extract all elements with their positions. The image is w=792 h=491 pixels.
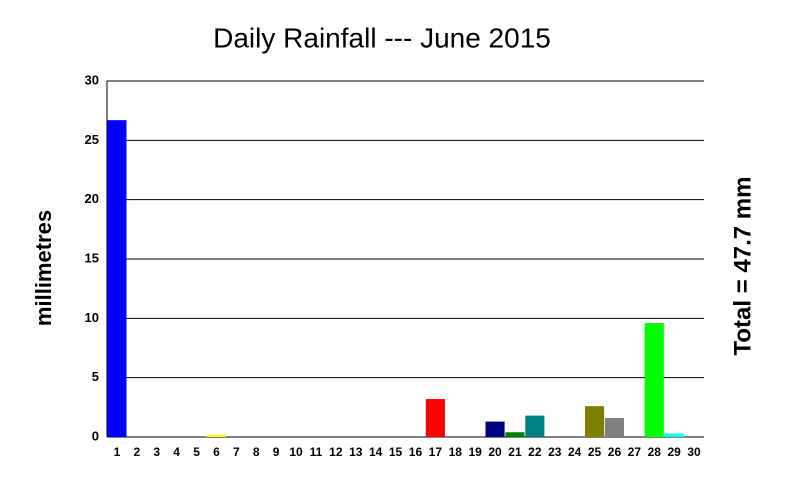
y-tick-label: 15: [85, 250, 99, 265]
x-tick-label: 5: [193, 445, 200, 459]
annotation: Total = 47.7 mm: [729, 177, 756, 356]
x-tick-label: 4: [173, 445, 180, 459]
bar: [644, 323, 664, 437]
x-tick-label: 11: [310, 445, 323, 459]
x-tick-label: 30: [687, 445, 701, 459]
x-tick-label: 17: [429, 445, 443, 459]
bar: [505, 432, 525, 437]
bar: [525, 415, 545, 437]
bar: [425, 399, 445, 437]
bar: [664, 433, 684, 437]
bar: [584, 406, 605, 437]
x-tick-label: 8: [253, 445, 260, 459]
bar: [107, 120, 127, 437]
x-tick-label: 25: [588, 445, 602, 459]
x-tick-label: 21: [508, 445, 522, 459]
x-tick-label: 10: [289, 445, 303, 459]
x-tick-label: 24: [568, 445, 582, 459]
x-tick-label: 16: [409, 445, 423, 459]
bar: [485, 421, 505, 437]
x-tick-label: 28: [648, 445, 662, 459]
bar: [206, 434, 227, 437]
x-tick-label: 3: [153, 445, 160, 459]
x-tick-label: 20: [488, 445, 502, 459]
x-tick-label: 27: [628, 445, 642, 459]
x-tick-label: 23: [548, 445, 562, 459]
y-tick-label: 30: [85, 72, 99, 87]
y-tick-label: 10: [85, 310, 99, 325]
y-axis-label: millimetres: [31, 210, 56, 326]
bar: [604, 418, 625, 437]
x-tick-label: 15: [389, 445, 403, 459]
x-tick-label: 9: [273, 445, 280, 459]
x-tick-label: 6: [213, 445, 220, 459]
x-tick-label: 22: [528, 445, 542, 459]
x-tick-label: 29: [667, 445, 681, 459]
y-tick-label: 5: [92, 369, 99, 384]
y-tick-label: 25: [85, 132, 99, 147]
x-tick-label: 14: [369, 445, 383, 459]
x-tick-label: 12: [329, 445, 343, 459]
y-tick-label: 20: [85, 191, 99, 206]
x-tick-label: 1: [114, 445, 121, 459]
x-tick-label: 2: [134, 445, 141, 459]
x-tick-label: 7: [233, 445, 240, 459]
x-tick-label: 13: [349, 445, 363, 459]
x-tick-label: 18: [449, 445, 463, 459]
chart-title: Daily Rainfall --- June 2015: [213, 22, 551, 53]
y-tick-label: 0: [92, 428, 99, 443]
x-tick-label: 26: [608, 445, 622, 459]
x-tick-label: 19: [468, 445, 482, 459]
